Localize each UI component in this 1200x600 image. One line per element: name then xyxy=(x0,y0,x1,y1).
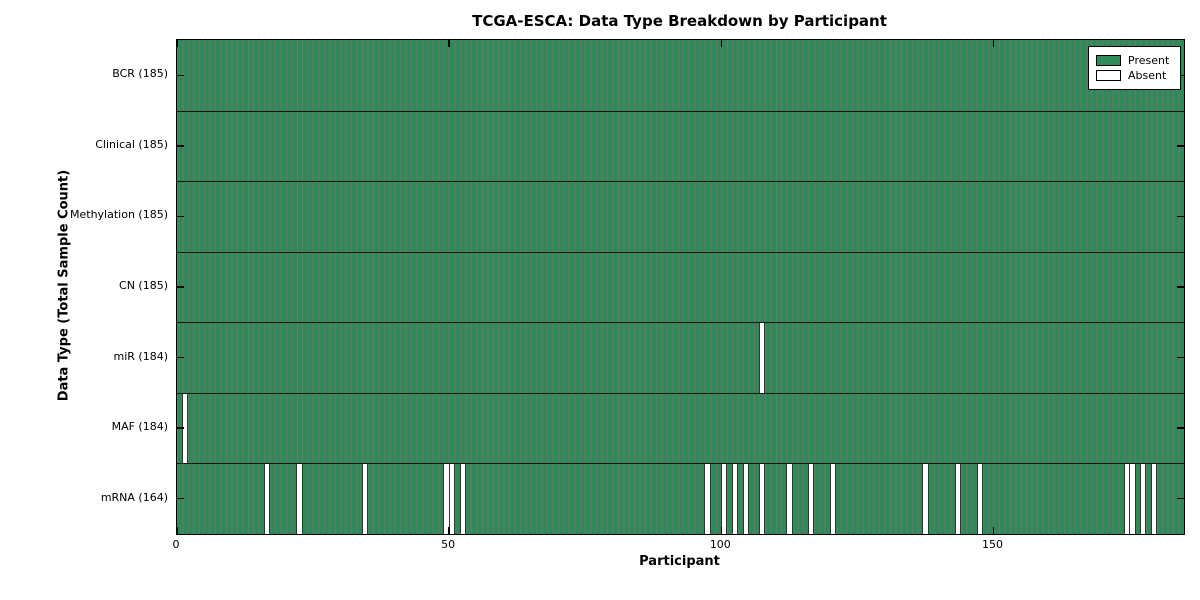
absent-cell-miR-107 xyxy=(758,323,766,393)
legend-present-swatch xyxy=(1096,55,1121,66)
y-tick-mark xyxy=(1177,498,1184,500)
legend-entry-present: Present xyxy=(1096,54,1174,67)
y-tick-mark xyxy=(177,74,184,76)
absent-cell-mRNA-175 xyxy=(1129,464,1136,534)
y-tick-label-miR: miR (184) xyxy=(113,349,169,363)
absent-cell-mRNA-143 xyxy=(954,464,962,534)
y-tick-label-Methylation: Methylation (185) xyxy=(70,208,168,222)
y-tick-mark xyxy=(177,427,184,429)
absent-cell-mRNA-104 xyxy=(742,464,750,534)
x-tick-mark xyxy=(720,527,722,534)
absent-cell-mRNA-16 xyxy=(263,464,271,534)
x-tick-mark xyxy=(176,40,178,47)
absent-cell-mRNA-22 xyxy=(296,464,303,534)
absent-cell-mRNA-97 xyxy=(704,464,711,534)
y-tick-label-CN: CN (185) xyxy=(119,279,168,292)
legend: Present Absent xyxy=(1088,46,1181,90)
absent-cell-mRNA-120 xyxy=(829,464,837,534)
x-tick-mark xyxy=(176,527,178,534)
heatmap-row-Clinical xyxy=(177,110,1184,182)
x-tick-mark xyxy=(448,527,450,534)
legend-entry-absent: Absent xyxy=(1096,69,1174,82)
absent-cell-mRNA-34 xyxy=(361,464,368,534)
heatmap-row-mRNA xyxy=(177,463,1184,534)
y-tick-label-MAF: MAF (184) xyxy=(111,420,168,434)
x-tick-label-100: 100 xyxy=(709,538,731,551)
y-tick-mark xyxy=(1177,215,1184,218)
x-tick-label-50: 50 xyxy=(441,538,456,551)
absent-cell-mRNA-112 xyxy=(786,464,793,534)
y-tick-mark xyxy=(177,498,184,500)
absent-cell-mRNA-137 xyxy=(922,464,929,534)
x-tick-mark xyxy=(992,527,995,534)
x-tick-label-0: 0 xyxy=(172,538,180,551)
x-tick-label-150: 150 xyxy=(981,538,1003,551)
absent-cell-mRNA-50 xyxy=(448,464,456,534)
heatmap-row-Methylation xyxy=(177,181,1184,252)
plot-area: Present Absent xyxy=(176,39,1185,535)
absent-cell-mRNA-107 xyxy=(758,464,766,534)
absent-cell-mRNA-179 xyxy=(1150,464,1158,534)
y-tick-mark xyxy=(177,356,184,359)
y-tick-mark xyxy=(177,286,184,288)
x-tick-mark xyxy=(448,40,450,47)
absent-cell-mRNA-116 xyxy=(807,464,815,534)
heatmap-row-miR xyxy=(177,322,1184,393)
absent-cell-mRNA-102 xyxy=(731,464,739,534)
y-tick-mark xyxy=(177,145,184,147)
y-tick-mark xyxy=(1177,356,1184,359)
legend-present-label: Present xyxy=(1128,54,1170,67)
x-axis-label: Participant xyxy=(639,554,720,569)
legend-absent-label: Absent xyxy=(1128,69,1167,82)
heatmap-row-BCR xyxy=(177,40,1184,111)
y-tick-mark xyxy=(1177,286,1184,288)
y-tick-mark xyxy=(177,215,184,218)
y-tick-label-BCR: BCR (185) xyxy=(112,67,168,81)
x-tick-mark xyxy=(992,40,995,47)
chart-title: TCGA-ESCA: Data Type Breakdown by Partic… xyxy=(472,12,887,30)
absent-cell-mRNA-52 xyxy=(459,464,466,534)
y-tick-label-Clinical: Clinical (185) xyxy=(95,137,168,151)
y-tick-label-mRNA: mRNA (164) xyxy=(100,490,168,504)
heatmap-row-CN xyxy=(177,251,1184,323)
absent-cell-mRNA-147 xyxy=(976,464,984,534)
heatmap-row-MAF xyxy=(177,392,1184,464)
absent-cell-mRNA-177 xyxy=(1139,464,1147,534)
x-tick-mark xyxy=(720,40,722,47)
absent-cell-mRNA-100 xyxy=(720,464,728,534)
y-tick-mark xyxy=(1177,145,1184,147)
y-tick-mark xyxy=(1177,427,1184,429)
legend-absent-swatch xyxy=(1096,70,1121,81)
heatmap-rows xyxy=(177,40,1184,534)
